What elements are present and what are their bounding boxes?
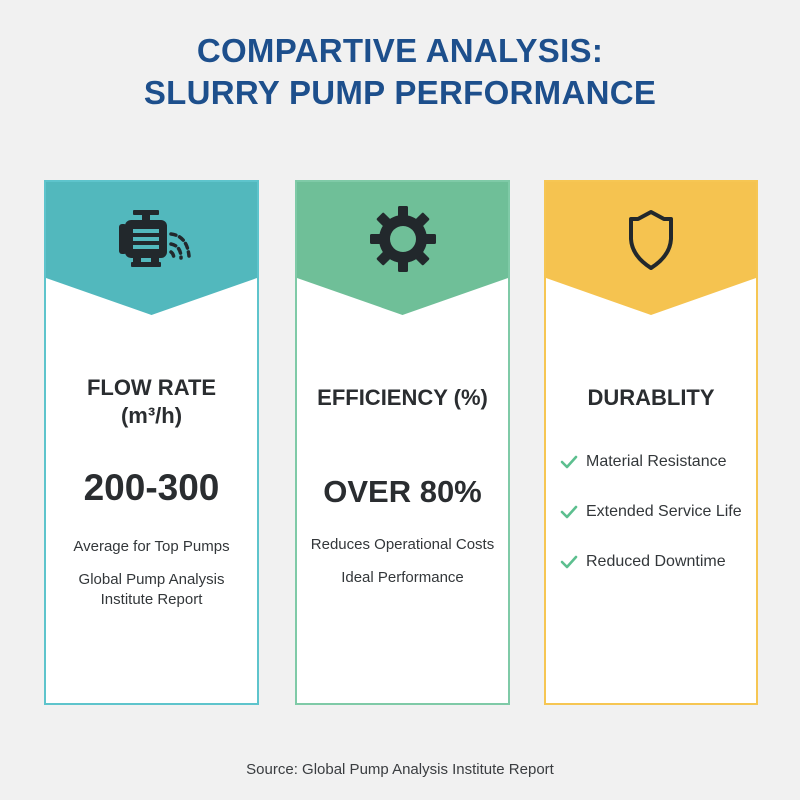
check-icon <box>560 554 578 570</box>
card-title: FLOW RATE (m³/h) <box>46 374 257 430</box>
card-note: Reduces Operational Costs <box>310 536 495 553</box>
check-icon <box>560 454 578 470</box>
title-line-2: SLURRY PUMP PERFORMANCE <box>143 74 657 111</box>
card-unit: (m³/h) <box>120 403 183 428</box>
source-caption: Source: Global Pump Analysis Institute R… <box>246 761 554 778</box>
shield-icon <box>606 204 696 274</box>
card-value: 200-300 <box>83 467 220 508</box>
durability-card: DURABLITY Material Resistance Extended S… <box>544 180 758 705</box>
checklist-item: Reduced Downtime <box>560 552 742 572</box>
card-note: Institute Report <box>100 591 203 608</box>
gear-icon <box>358 204 448 274</box>
card-title: DURABLITY <box>587 385 715 410</box>
card-note: Ideal Performance <box>341 569 464 586</box>
durability-checklist: Material Resistance Extended Service Lif… <box>560 452 742 602</box>
checklist-item: Material Resistance <box>560 452 742 472</box>
card-note: Global Pump Analysis <box>78 571 225 588</box>
checklist-item: Extended Service Life <box>560 502 742 522</box>
page-title: COMPARTIVE ANALYSIS: SLURRY PUMP PERFORM… <box>0 30 800 114</box>
checklist-item-label: Extended Service Life <box>586 503 742 520</box>
checklist-item-label: Material Resistance <box>586 453 727 470</box>
title-line-1: COMPARTIVE ANALYSIS: <box>196 32 604 69</box>
card-note: Average for Top Pumps <box>73 538 230 555</box>
pump-icon <box>107 204 197 274</box>
check-icon <box>560 504 578 520</box>
efficiency-card: EFFICIENCY (%) OVER 80% Reduces Operatio… <box>295 180 510 705</box>
checklist-item-label: Reduced Downtime <box>586 553 726 570</box>
card-value: OVER 80% <box>323 474 482 509</box>
card-title: EFFICIENCY (%) <box>317 385 488 410</box>
card-header-chevron <box>546 182 756 316</box>
flow-rate-card: FLOW RATE (m³/h) 200-300 Average for Top… <box>44 180 259 705</box>
card-title-text: FLOW RATE <box>86 375 217 400</box>
